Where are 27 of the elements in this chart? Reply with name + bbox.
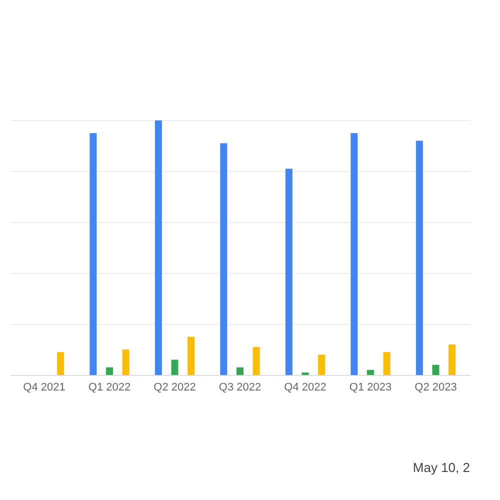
- bar: [432, 364, 440, 375]
- bar: [220, 143, 228, 375]
- bar: [366, 370, 374, 375]
- x-tick-label: Q4 2022: [284, 382, 326, 394]
- x-tick-label: Q2 2022: [154, 382, 196, 394]
- bar: [252, 346, 260, 375]
- bar: [106, 367, 114, 375]
- bar: [350, 133, 358, 375]
- x-tick-label: Q1 2022: [88, 382, 131, 394]
- x-tick-label: Q3 2022: [218, 382, 262, 394]
- bar: [57, 352, 64, 375]
- bar: [171, 360, 178, 375]
- bar: [236, 367, 244, 375]
- bar: [318, 354, 326, 375]
- bar: [416, 140, 423, 375]
- x-tick-label: Q2 2023: [414, 382, 457, 394]
- bar: [122, 350, 130, 375]
- bar: [285, 168, 292, 375]
- bar: [188, 336, 195, 375]
- text: May 10, 2: [412, 460, 470, 475]
- bar: [448, 344, 456, 375]
- bar: [154, 120, 162, 375]
- x-tick-label: Q4 2021: [23, 382, 66, 394]
- bar: [302, 372, 309, 375]
- x-tick-label: Q1 2023: [349, 382, 392, 394]
- bar: [383, 352, 390, 375]
- bar: [90, 133, 97, 375]
